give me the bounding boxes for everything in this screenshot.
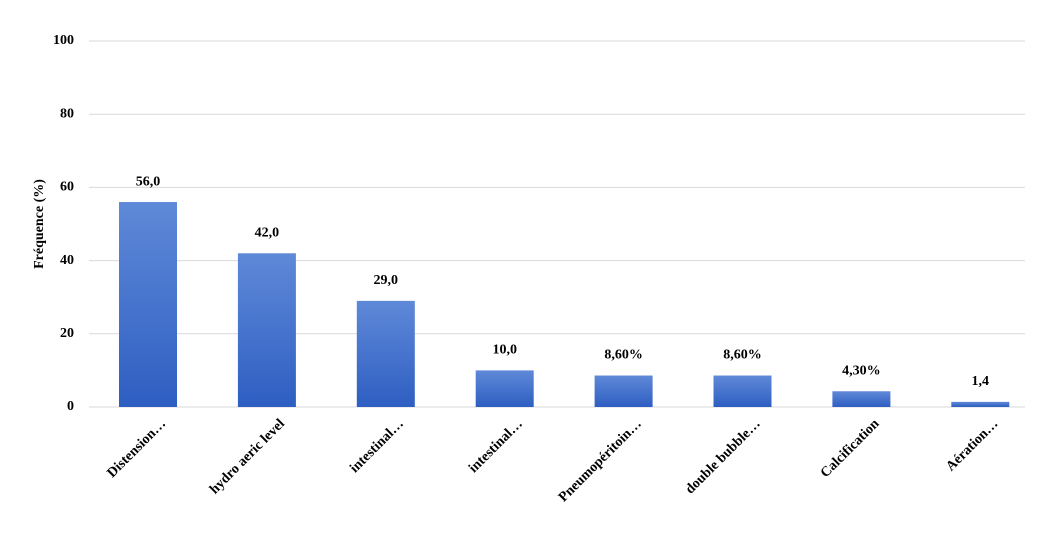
y-tick-label: 40 bbox=[60, 253, 74, 268]
data-label: 10,0 bbox=[492, 343, 517, 358]
bar bbox=[832, 391, 891, 407]
data-label: 4,30% bbox=[842, 363, 881, 378]
x-tick-label: Calcification bbox=[818, 416, 883, 481]
data-label: 29,0 bbox=[374, 273, 399, 288]
data-label: 1,4 bbox=[972, 374, 990, 389]
x-tick-label: Aération… bbox=[943, 416, 1001, 474]
bar bbox=[237, 253, 296, 407]
data-label: 56,0 bbox=[136, 174, 161, 189]
x-tick-label: hydro aeric level bbox=[207, 416, 288, 497]
bar bbox=[951, 401, 1010, 407]
bar bbox=[119, 202, 177, 407]
bar bbox=[594, 375, 653, 407]
x-tick-label: double bubble… bbox=[683, 416, 764, 497]
bar bbox=[713, 375, 772, 407]
y-axis-label: Fréquence (%) bbox=[32, 179, 47, 269]
x-tick-label: Distension… bbox=[105, 416, 170, 481]
y-tick-label: 20 bbox=[60, 326, 74, 341]
x-tick-label: intestinal… bbox=[347, 416, 407, 476]
data-label: 42,0 bbox=[255, 225, 280, 240]
data-label: 8,60% bbox=[604, 348, 643, 363]
y-tick-label: 60 bbox=[60, 180, 74, 195]
data-label: 8,60% bbox=[723, 348, 762, 363]
bar bbox=[475, 370, 534, 407]
y-tick-label: 0 bbox=[67, 399, 74, 414]
y-tick-label: 80 bbox=[60, 106, 74, 121]
bar bbox=[356, 300, 415, 407]
y-tick-label: 100 bbox=[53, 33, 74, 48]
x-tick-label: intestinal… bbox=[466, 416, 526, 476]
x-tick-label: Pneumopéritoin… bbox=[556, 416, 645, 505]
